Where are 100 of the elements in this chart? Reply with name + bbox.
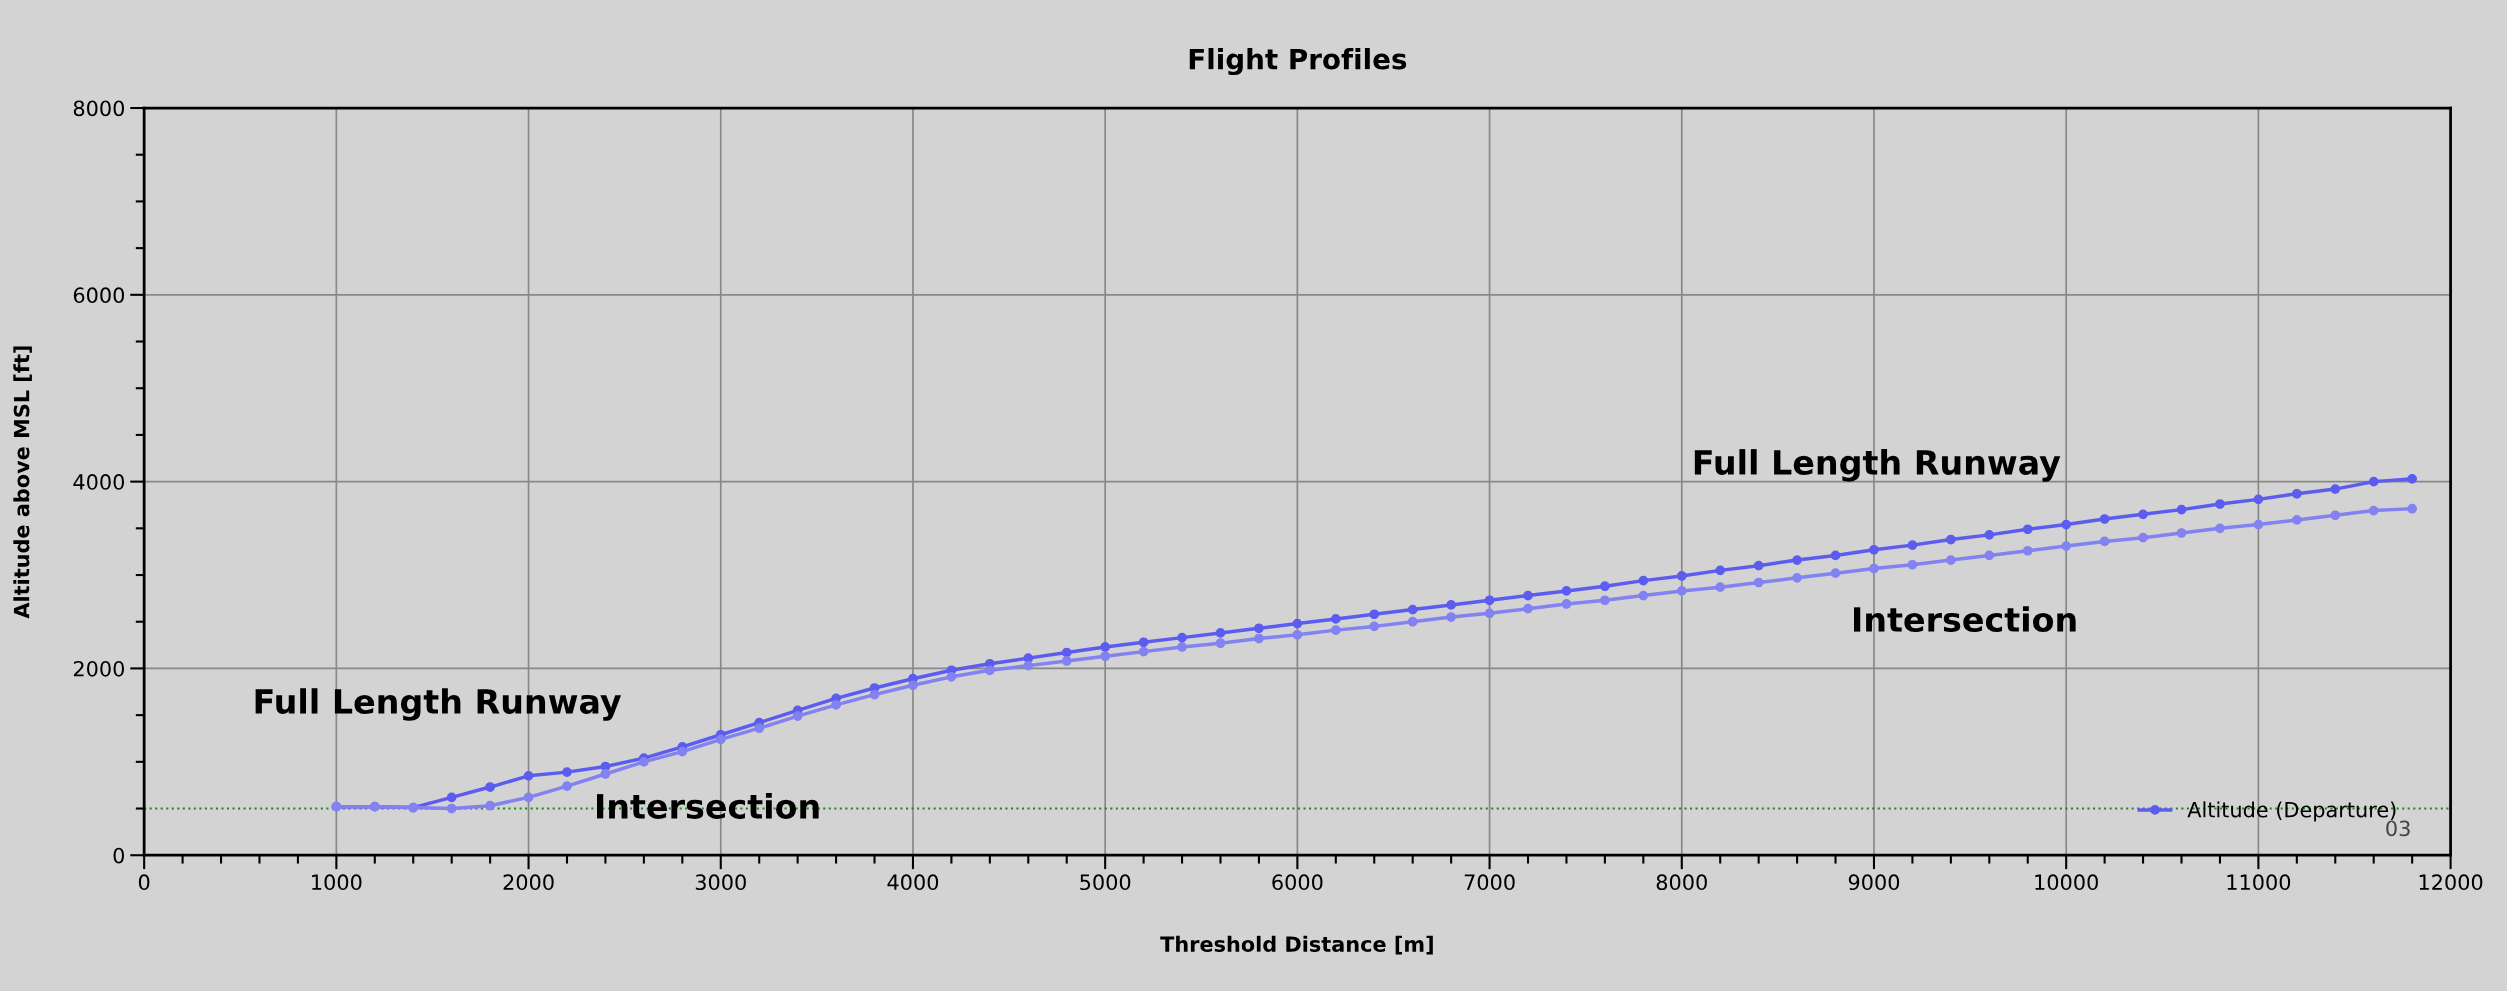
point	[1600, 581, 1610, 592]
point	[831, 699, 841, 710]
x-tick-label: 5000	[1080, 874, 1131, 891]
point	[2022, 545, 2033, 556]
point	[1830, 568, 1841, 579]
point	[1369, 621, 1380, 632]
point	[1561, 586, 1572, 596]
point	[1330, 614, 1341, 624]
point	[1676, 586, 1687, 596]
x-tick-label: 1000	[312, 874, 362, 891]
point	[1254, 633, 1264, 644]
point	[792, 711, 803, 721]
legend-label: Altitude (Departure)	[2187, 801, 2396, 822]
point	[1138, 646, 1149, 657]
point	[485, 800, 495, 811]
y-tick-label: 0	[113, 847, 125, 864]
point	[1753, 577, 1764, 588]
point	[1023, 660, 1034, 671]
annotation: Intersection	[1853, 606, 2076, 633]
point	[2253, 519, 2264, 530]
point	[869, 689, 880, 700]
point	[946, 671, 957, 682]
point	[1792, 555, 1802, 565]
x-tick-label: 3000	[695, 874, 746, 891]
point	[446, 803, 457, 814]
point	[1945, 534, 1956, 545]
point	[1446, 612, 1457, 622]
point	[562, 781, 572, 791]
point	[1792, 572, 1802, 583]
point	[1830, 550, 1841, 561]
point	[2407, 473, 2418, 484]
point	[1330, 625, 1341, 635]
point	[1407, 616, 1418, 627]
point	[600, 769, 611, 779]
point	[1177, 632, 1187, 643]
point	[1100, 651, 1111, 662]
x-tick-label: 6000	[1272, 874, 1323, 891]
point	[1446, 600, 1457, 610]
x-tick-label: 9000	[1848, 874, 1900, 891]
point	[2176, 528, 2187, 538]
point	[1061, 647, 1072, 658]
point	[677, 746, 688, 757]
point	[984, 665, 995, 676]
point	[2138, 532, 2148, 543]
annotation: Full Length Runway	[1694, 449, 2061, 482]
point	[1523, 590, 1533, 601]
point	[1907, 559, 1918, 570]
point	[908, 680, 918, 691]
point	[715, 734, 726, 745]
point	[1600, 595, 1610, 606]
x-tick-label: 7000	[1464, 874, 1515, 891]
point	[1292, 618, 1303, 629]
point	[1869, 544, 1879, 555]
point	[1715, 565, 1726, 576]
point	[523, 792, 534, 803]
point	[2176, 504, 2187, 515]
point	[2368, 476, 2379, 487]
point	[2253, 494, 2264, 505]
point	[2291, 515, 2302, 525]
x-tick-label: 2000	[503, 874, 554, 891]
point	[1369, 609, 1380, 620]
x-tick-label: 8000	[1656, 874, 1707, 891]
point	[1523, 603, 1533, 614]
point	[2291, 488, 2302, 499]
point	[2330, 510, 2341, 521]
point	[2061, 519, 2072, 530]
point	[2099, 536, 2110, 547]
annotation: 03	[2386, 820, 2410, 837]
point	[1753, 560, 1764, 571]
point	[1676, 571, 1687, 581]
y-axis-title: Altitude above MSL [ft]	[13, 346, 32, 619]
point	[2138, 509, 2148, 520]
point	[1254, 623, 1264, 634]
point	[1407, 604, 1418, 615]
point	[1292, 629, 1303, 640]
point	[485, 782, 495, 792]
y-tick-label: 8000	[73, 100, 125, 117]
x-tick-label: 0	[138, 874, 150, 891]
chart-title: Flight Profiles	[1189, 48, 1407, 76]
point	[2061, 541, 2072, 551]
annotation: Intersection	[596, 793, 819, 819]
point	[562, 767, 572, 777]
point	[1215, 638, 1226, 649]
point	[1984, 530, 1995, 540]
point	[2022, 524, 2033, 535]
point	[1869, 563, 1879, 574]
point	[1177, 642, 1187, 652]
point	[2330, 484, 2341, 494]
y-tick-label: 4000	[73, 474, 125, 490]
point	[1984, 550, 1995, 561]
point	[2215, 523, 2225, 534]
y-tick-label: 2000	[73, 660, 125, 677]
point	[1484, 608, 1495, 619]
x-tick-label: 12000	[2419, 874, 2483, 891]
point	[446, 792, 457, 803]
point	[1945, 555, 1956, 565]
point	[1561, 599, 1572, 609]
point	[2099, 514, 2110, 524]
point	[1100, 642, 1111, 652]
annotation: Full Length Runway	[255, 688, 622, 721]
